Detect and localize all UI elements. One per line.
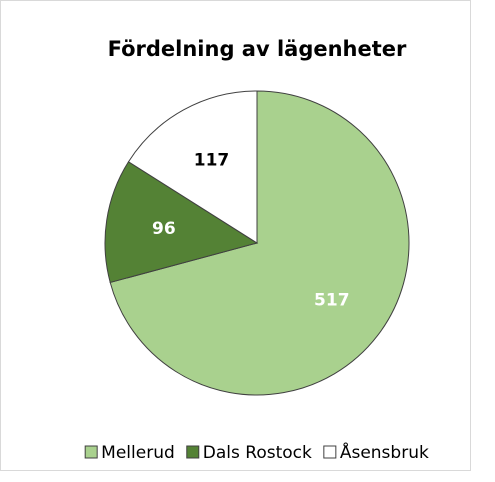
legend-swatch — [186, 445, 200, 459]
pie-slice — [104, 161, 259, 284]
legend: Mellerud Dals Rostock Åsensbruk — [84, 441, 429, 463]
data-label: 117 — [194, 150, 230, 170]
legend-label: Dals Rostock — [203, 443, 312, 463]
data-label: 96 — [152, 219, 176, 239]
legend-swatch — [84, 445, 98, 459]
pie-slice — [127, 90, 258, 244]
legend-swatch — [323, 445, 337, 459]
legend-label: Åsensbruk — [340, 441, 429, 463]
pie-slice — [109, 90, 410, 396]
chart-title: Fördelning av lägenheter — [108, 37, 407, 61]
data-label: 517 — [314, 290, 350, 310]
legend-label: Mellerud — [101, 443, 175, 463]
